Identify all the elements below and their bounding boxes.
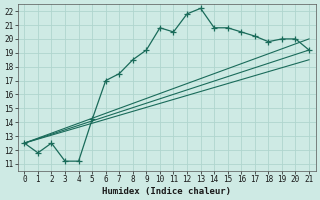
X-axis label: Humidex (Indice chaleur): Humidex (Indice chaleur)	[102, 187, 231, 196]
